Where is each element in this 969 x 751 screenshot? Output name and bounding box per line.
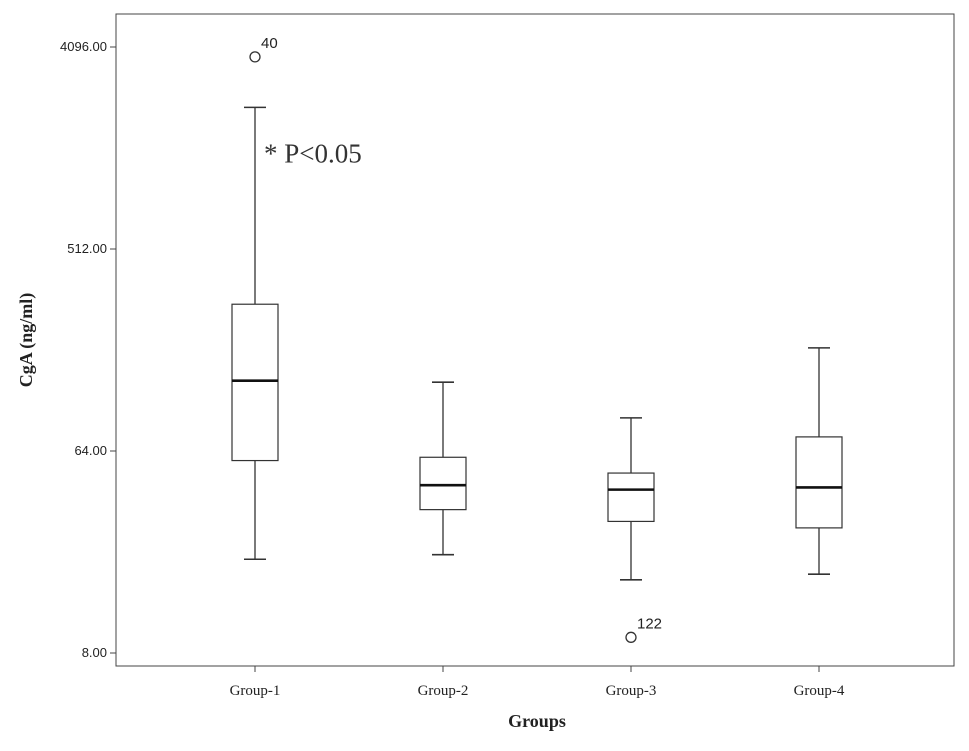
y-tick-label: 64.00 — [74, 443, 107, 458]
plot-frame — [115, 13, 955, 667]
boxes-layer — [231, 106, 843, 581]
interquartile-box — [607, 472, 655, 523]
outlier-point — [625, 631, 637, 643]
x-tick-label: Group-1 — [230, 683, 281, 699]
outliers-layer: 40 122 — [249, 35, 662, 643]
box-group-4 — [795, 347, 843, 576]
outlier-point — [249, 51, 261, 63]
box-group-1 — [231, 106, 279, 561]
x-tick-label: Group-3 — [606, 683, 657, 699]
y-axis: 8.00 64.00 512.00 4096.00 — [60, 39, 116, 660]
y-tick-label: 512.00 — [67, 241, 107, 256]
significance-annotation: * P<0.05 — [264, 138, 362, 168]
outlier-label: 40 — [261, 35, 278, 52]
interquartile-box — [795, 436, 843, 529]
x-axis-title: Groups — [508, 711, 566, 731]
box-group-2 — [419, 381, 467, 556]
x-tick-label: Group-2 — [418, 683, 469, 699]
x-tick-label: Group-4 — [794, 683, 845, 699]
interquartile-box — [419, 456, 467, 511]
box-group-3 — [607, 417, 655, 581]
interquartile-box — [231, 303, 279, 462]
y-tick-label: 4096.00 — [60, 39, 107, 54]
x-axis: Group-1 Group-2 Group-3 Group-4 — [230, 666, 845, 699]
outlier-label: 122 — [637, 615, 662, 632]
y-tick-label: 8.00 — [82, 645, 107, 660]
annotations-layer: * P<0.05 — [264, 138, 362, 168]
y-axis-title: CgA (ng/ml) — [16, 293, 37, 388]
